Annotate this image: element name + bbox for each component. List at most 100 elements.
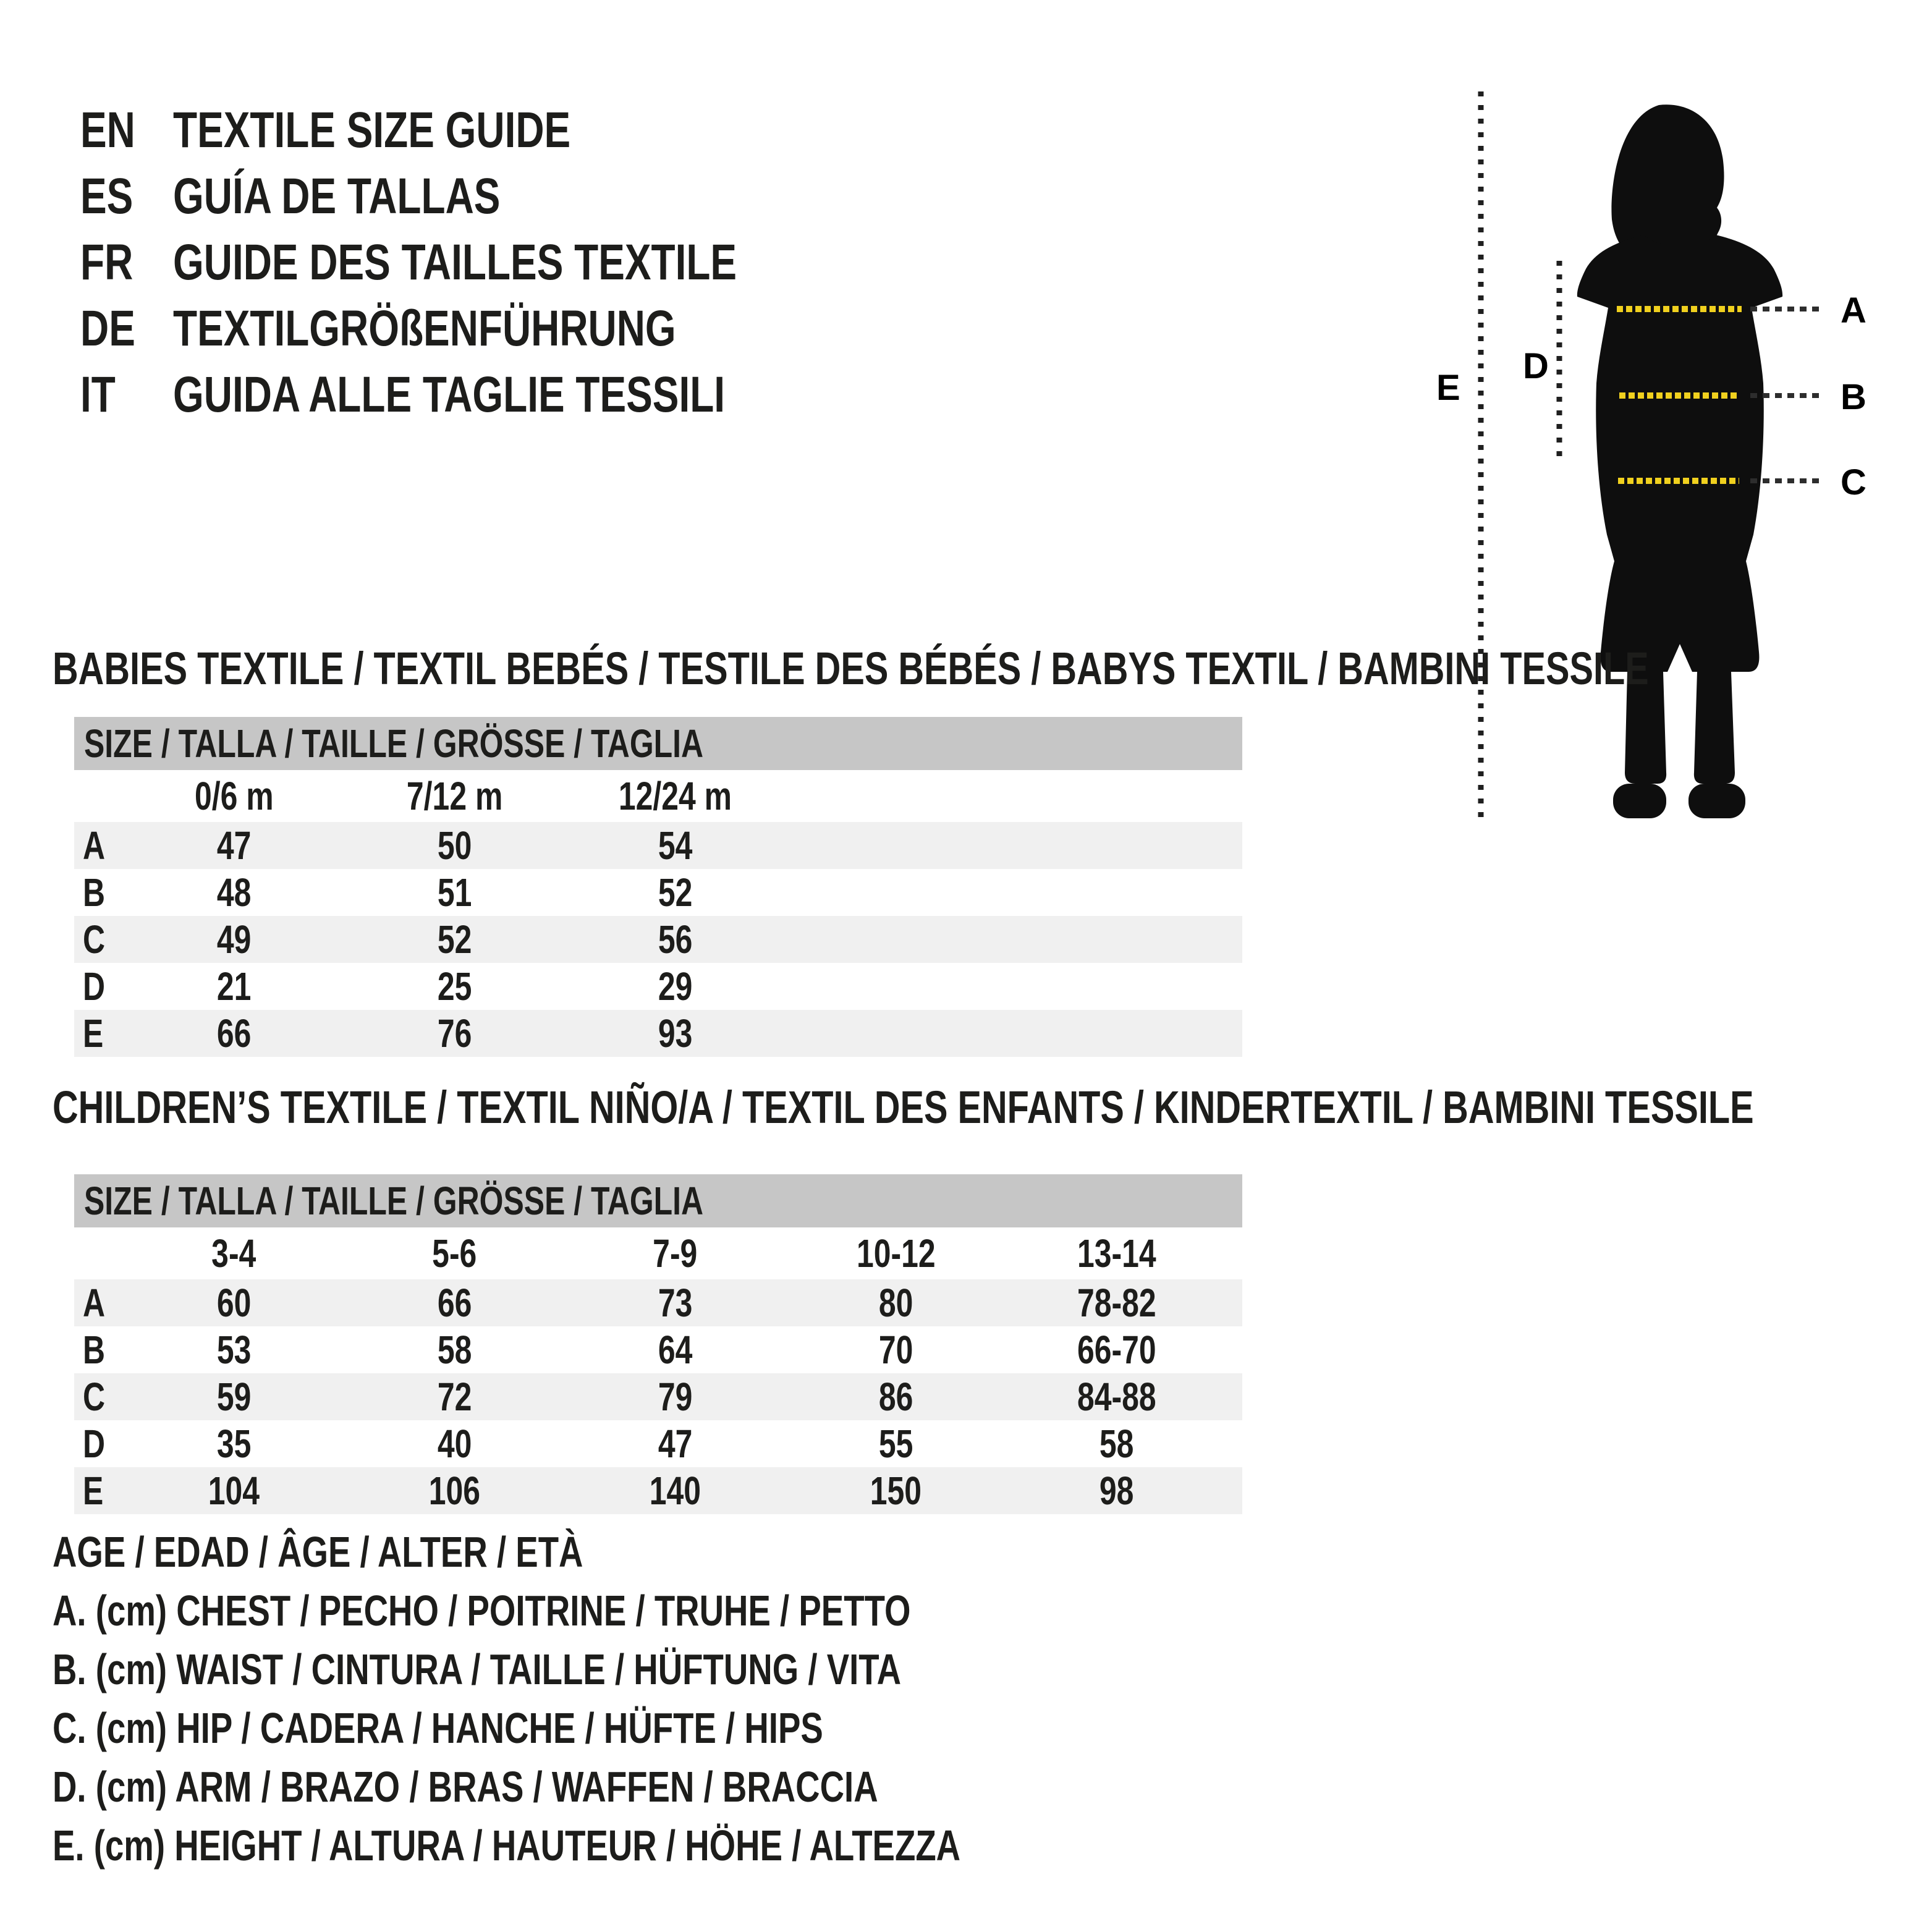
child-silhouette-figure: A B C D E (1436, 91, 1866, 818)
table-cell: 55 (878, 1421, 913, 1466)
guide-title-es: GUÍA DE TALLAS (173, 168, 501, 224)
table-cell: 66 (216, 1011, 252, 1056)
babies-column-header-row: 0/6 m 7/12 m 12/24 m (74, 770, 1242, 822)
table-row: D 21 25 29 (74, 963, 1242, 1010)
table-cell: 40 (437, 1421, 472, 1466)
row-label: C (83, 917, 106, 962)
row-label: E (83, 1011, 104, 1056)
table-cell: 64 (658, 1328, 693, 1372)
silhouette-shorts (1600, 561, 1760, 672)
table-row: A 47 50 54 (74, 822, 1242, 869)
table-cell: 73 (658, 1281, 693, 1325)
table-row: A 60 66 73 80 78-82 (74, 1279, 1242, 1326)
table-row: B 48 51 52 (74, 869, 1242, 916)
table-cell: 76 (437, 1011, 472, 1056)
children-section-title: CHILDREN’S TEXTILE / TEXTIL NIÑO/A / TEX… (53, 1083, 1932, 1132)
table-row: D 35 40 47 55 58 (74, 1420, 1242, 1467)
row-label: A (83, 823, 106, 868)
guide-title-de: TEXTILGRÖßENFÜHRUNG (173, 300, 676, 357)
guide-title-it: GUIDA ALLE TAGLIE TESSILI (173, 366, 726, 423)
language-code: ES (80, 168, 133, 224)
table-cell: 21 (216, 964, 252, 1009)
language-code: DE (80, 300, 135, 357)
children-title-text: CHILDREN’S TEXTILE / TEXTIL NIÑO/A / TEX… (53, 1082, 1754, 1133)
children-column-header-row: 3-4 5-6 7-9 10-12 13-14 (74, 1227, 1242, 1279)
table-cell: 50 (437, 823, 472, 868)
table-cell: 49 (216, 917, 252, 962)
table-cell: 47 (658, 1421, 693, 1466)
table-cell: 98 (1099, 1468, 1134, 1513)
table-cell: 106 (428, 1468, 481, 1513)
babies-size-header-bar: SIZE / TALLA / TAILLE / GRÖSSE / TAGLIA (74, 717, 1242, 770)
table-cell: 70 (878, 1328, 913, 1372)
legend-arm-line: D. (cm) ARM / BRAZO / BRAS / WAFFEN / BR… (53, 1763, 878, 1811)
column-header: 12/24 m (618, 774, 732, 818)
column-header: 13-14 (1077, 1231, 1156, 1276)
table-row: E 104 106 140 150 98 (74, 1467, 1242, 1514)
label-B: B (1841, 377, 1866, 417)
table-cell: 84-88 (1077, 1375, 1156, 1419)
table-cell: 66-70 (1077, 1328, 1156, 1372)
table-cell: 79 (658, 1375, 693, 1419)
silhouette-left-leg (1625, 672, 1667, 784)
guide-title-fr: GUIDE DES TAILLES TEXTILE (173, 234, 737, 290)
label-E: E (1436, 368, 1460, 408)
silhouette-right-shoe (1688, 784, 1745, 818)
language-code: IT (80, 366, 116, 423)
silhouette-left-shoe (1613, 784, 1666, 818)
babies-title-text: BABIES TEXTILE / TEXTIL BEBÉS / TESTILE … (53, 643, 1649, 694)
row-label: E (83, 1468, 104, 1513)
label-A: A (1841, 290, 1866, 331)
measurement-diagram: A B C D E (1409, 87, 1932, 828)
table-cell: 104 (208, 1468, 260, 1513)
size-header-text: SIZE / TALLA / TAILLE / GRÖSSE / TAGLIA (84, 721, 704, 766)
table-cell: 58 (1099, 1421, 1134, 1466)
table-cell: 52 (437, 917, 472, 962)
child-silhouette (1577, 104, 1783, 818)
children-size-header-bar: SIZE / TALLA / TAILLE / GRÖSSE / TAGLIA (74, 1174, 1242, 1227)
legend-height-line: E. (cm) HEIGHT / ALTURA / HAUTEUR / HÖHE… (53, 1821, 961, 1870)
table-cell: 47 (216, 823, 252, 868)
table-cell: 53 (216, 1328, 252, 1372)
table-cell: 56 (658, 917, 693, 962)
table-cell: 60 (216, 1281, 252, 1325)
table-cell: 25 (437, 964, 472, 1009)
row-label: C (83, 1375, 106, 1419)
language-code: EN (80, 102, 135, 158)
table-cell: 80 (878, 1281, 913, 1325)
table-row: E 66 76 93 (74, 1010, 1242, 1057)
table-cell: 78-82 (1077, 1281, 1156, 1325)
children-size-table: SIZE / TALLA / TAILLE / GRÖSSE / TAGLIA … (74, 1174, 1242, 1514)
language-code: FR (80, 234, 133, 290)
babies-size-table: SIZE / TALLA / TAILLE / GRÖSSE / TAGLIA … (74, 717, 1242, 1057)
table-cell: 35 (216, 1421, 252, 1466)
table-cell: 86 (878, 1375, 913, 1419)
babies-section-title: BABIES TEXTILE / TEXTIL BEBÉS / TESTILE … (53, 644, 1932, 693)
legend-age-line: AGE / EDAD / ÂGE / ALTER / ETÀ (53, 1528, 583, 1576)
table-cell: 150 (870, 1468, 922, 1513)
label-D: D (1523, 346, 1549, 386)
column-header: 7-9 (653, 1231, 698, 1276)
column-header: 5-6 (432, 1231, 477, 1276)
table-cell: 66 (437, 1281, 472, 1325)
table-cell: 54 (658, 823, 693, 868)
column-header: 7/12 m (406, 774, 503, 818)
row-label: B (83, 1328, 106, 1372)
table-row: B 53 58 64 70 66-70 (74, 1326, 1242, 1373)
table-cell: 59 (216, 1375, 252, 1419)
legend-chest-line: A. (cm) CHEST / PECHO / POITRINE / TRUHE… (53, 1587, 911, 1635)
table-row: C 49 52 56 (74, 916, 1242, 963)
silhouette-right-leg (1693, 672, 1735, 784)
table-row: C 59 72 79 86 84-88 (74, 1373, 1242, 1420)
column-header: 3-4 (211, 1231, 256, 1276)
legend-hip-line: C. (cm) HIP / CADERA / HANCHE / HÜFTE / … (53, 1704, 823, 1752)
row-label: B (83, 870, 106, 915)
table-cell: 48 (216, 870, 252, 915)
table-cell: 72 (437, 1375, 472, 1419)
legend-waist-line: B. (cm) WAIST / CINTURA / TAILLE / HÜFTU… (53, 1645, 902, 1693)
row-label: D (83, 1421, 106, 1466)
row-label: D (83, 964, 106, 1009)
table-cell: 52 (658, 870, 693, 915)
column-header: 10-12 (856, 1231, 936, 1276)
